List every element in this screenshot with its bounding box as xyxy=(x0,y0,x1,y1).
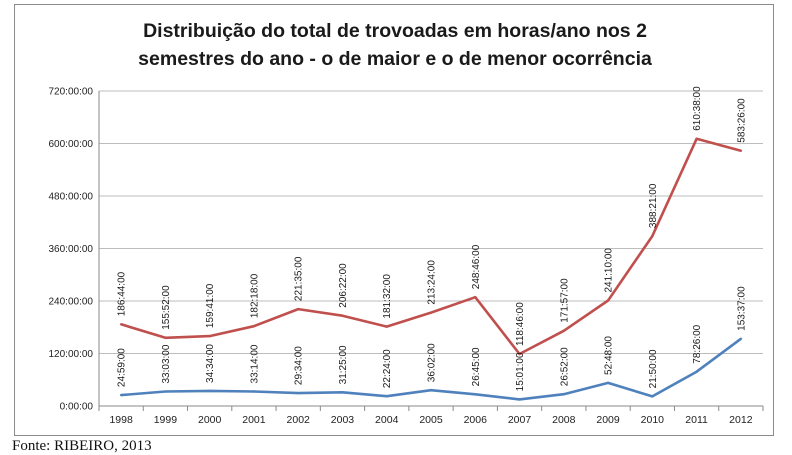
series-1-point xyxy=(119,323,123,326)
series-1-point xyxy=(164,336,167,340)
series-1-point xyxy=(297,307,300,311)
series-2-data-label: 26:52:00 xyxy=(559,347,570,386)
series-1-data-label: 118:46:00 xyxy=(515,302,526,346)
y-tick-label: 120:00:00 xyxy=(49,349,94,360)
series-2-data-label: 26:45:00 xyxy=(471,347,482,386)
series-1-data-label: 388:21:00 xyxy=(648,183,659,228)
series-1-point xyxy=(518,352,521,356)
series-1-point xyxy=(606,299,610,302)
y-tick-label: 360:00:00 xyxy=(49,244,94,255)
series-1-data-label: 159:41:00 xyxy=(205,283,216,328)
series-1-data-label: 155:52:00 xyxy=(161,285,172,330)
series-1-data-label: 221:35:00 xyxy=(294,256,305,301)
x-tick-label: 1998 xyxy=(109,414,133,426)
x-tick-label: 2006 xyxy=(464,414,488,426)
series-1-data-label: 181:32:00 xyxy=(382,274,393,319)
x-tick-label: 2003 xyxy=(331,414,355,426)
series-1-data-label: 206:22:00 xyxy=(338,263,349,308)
series-2-point xyxy=(341,391,344,394)
source-note: Fonte: RIBEIRO, 2013 xyxy=(12,438,152,454)
chart-title: Distribuição do total de trovoadas em ho… xyxy=(15,17,775,73)
x-tick-label: 2010 xyxy=(641,414,665,426)
series-2-data-label: 34:34:00 xyxy=(205,344,216,383)
x-tick-label: 2011 xyxy=(685,414,708,426)
series-1-data-label: 182:18:00 xyxy=(249,273,260,318)
series-1-point xyxy=(562,329,565,332)
series-1-point xyxy=(252,325,256,328)
x-tick-label: 2004 xyxy=(375,414,399,426)
series-1-point xyxy=(695,137,698,141)
y-tick-label: 600:00:00 xyxy=(49,139,94,150)
series-2-point xyxy=(562,393,565,396)
series-1-point xyxy=(474,295,477,299)
y-tick-label: 0:00:00 xyxy=(60,402,94,413)
series-2-data-label: 31:25:00 xyxy=(338,345,349,384)
x-tick-label: 2001 xyxy=(242,414,266,426)
series-2-point xyxy=(739,337,743,340)
series-2-point xyxy=(518,398,521,401)
series-1-point xyxy=(429,311,433,314)
series-2-data-label: 153:37:00 xyxy=(736,286,747,331)
series-1-data-label: 241:10:00 xyxy=(604,248,615,293)
series-2-point xyxy=(695,370,698,373)
y-tick-label: 240:00:00 xyxy=(49,297,94,308)
series-2-point xyxy=(429,389,433,392)
series-2-point xyxy=(252,390,256,393)
series-1-data-label: 186:44:00 xyxy=(117,271,128,316)
series-2-point xyxy=(297,391,300,395)
series-1-data-label: 248:46:00 xyxy=(471,244,482,289)
series-2-point xyxy=(651,395,654,398)
series-1-data-label: 171:57:00 xyxy=(559,278,570,323)
series-1-point xyxy=(385,325,388,328)
line-chart: 0:00:00 120:00:00 240:00:00 360:00:00 480:00… xyxy=(49,86,764,426)
series-2-point xyxy=(474,393,477,396)
series-2-data-label: 29:34:00 xyxy=(294,346,305,385)
series-1-point xyxy=(651,234,654,238)
series-2-data-label: 15:01:00 xyxy=(515,352,526,391)
series-2-point xyxy=(606,381,610,385)
chart-title-line-2: semestres do ano - o de maior e o de men… xyxy=(138,48,652,70)
series-1-point xyxy=(341,314,344,317)
x-tick-label: 2000 xyxy=(198,414,222,426)
series-2-data-label: 21:50:00 xyxy=(648,349,659,388)
series-2-point xyxy=(385,395,388,398)
series-2-data-label: 24:59:00 xyxy=(117,348,128,387)
x-tick-label: 2002 xyxy=(287,414,311,426)
chart-title-line-1: Distribuição do total de trovoadas em ho… xyxy=(143,20,647,42)
x-tick-label: 2008 xyxy=(552,414,576,426)
series-1-point xyxy=(739,149,743,152)
series-1-point xyxy=(208,334,211,338)
x-tick-label: 1999 xyxy=(154,414,178,426)
x-tick-label: 2012 xyxy=(729,414,753,426)
series-2-point xyxy=(164,390,167,393)
x-tick-label: 2005 xyxy=(419,414,443,426)
series-2-data-label: 52:48:00 xyxy=(604,336,615,375)
series-2-data-label: 78:26:00 xyxy=(692,324,703,363)
series-2-point xyxy=(119,393,123,397)
x-tick-label: 2007 xyxy=(508,414,532,426)
x-tick-label: 2009 xyxy=(596,414,620,426)
series-1-data-label: 610:38:00 xyxy=(692,86,703,131)
y-tick-label: 720:00:00 xyxy=(49,87,94,98)
series-2-point xyxy=(208,389,211,393)
y-tick-label: 480:00:00 xyxy=(49,192,94,203)
series-2-data-label: 36:02:00 xyxy=(427,343,438,382)
series-2-data-label: 33:03:00 xyxy=(161,344,172,383)
chart-frame: Distribuição do total de trovoadas em ho… xyxy=(14,4,774,436)
series-1-data-label: 213:24:00 xyxy=(427,260,438,305)
series-2-data-label: 22:24:00 xyxy=(382,349,393,388)
series-1-data-label: 583:26:00 xyxy=(736,98,747,143)
series-2-data-label: 33:14:00 xyxy=(249,344,260,383)
